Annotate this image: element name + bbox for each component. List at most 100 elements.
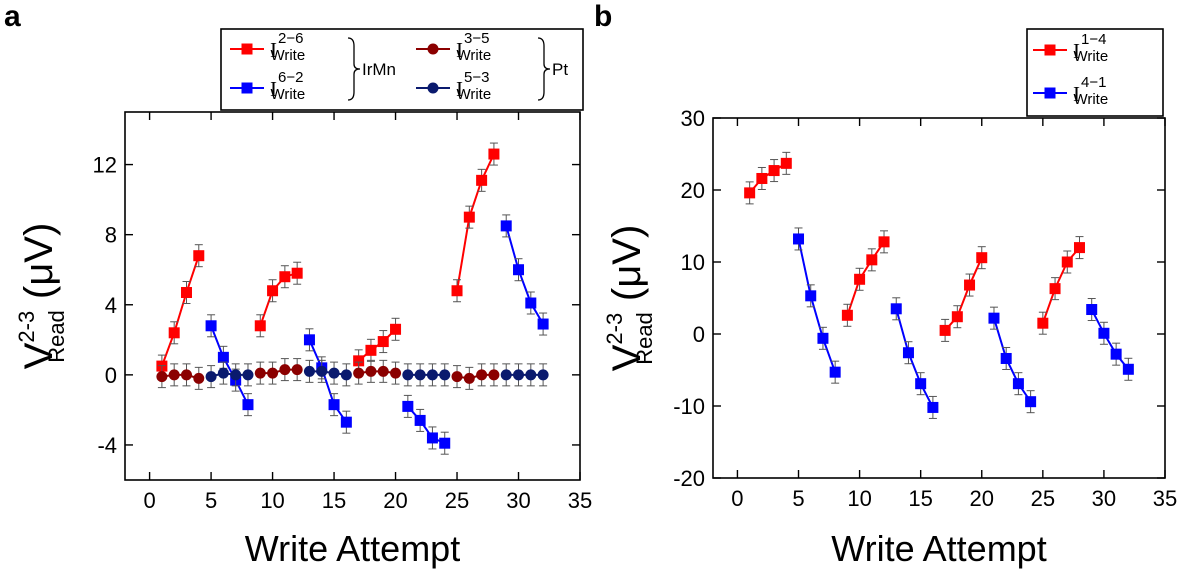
data-point <box>328 399 340 411</box>
plot-frame <box>712 117 1166 479</box>
data-point <box>1000 352 1012 364</box>
data-point <box>340 416 352 428</box>
y-axis-label: V2-3 Read (μV) <box>14 223 69 370</box>
data-point <box>1086 304 1098 316</box>
x-tick-label: 0 <box>731 486 743 511</box>
data-point <box>377 365 389 377</box>
legend-label: I3−5 Write <box>456 30 491 64</box>
data-point <box>291 364 303 376</box>
x-tick-label: 35 <box>1153 486 1177 511</box>
series-line <box>308 339 348 423</box>
y-label-unit: (μV) <box>17 223 61 310</box>
data-point <box>353 367 365 379</box>
chart-a: 0 5 10 15 20 25 30 35 -4 0 4 8 12 Write Attempt V2-3 Re… <box>14 28 592 569</box>
data-point <box>1098 327 1110 339</box>
data-point <box>1037 317 1049 329</box>
data-point <box>205 320 217 332</box>
data-point <box>279 364 291 376</box>
data-point <box>426 369 438 381</box>
series-line <box>505 225 544 325</box>
y-tick-label: 12 <box>93 153 117 178</box>
data-point <box>193 250 205 262</box>
data-point <box>488 148 500 160</box>
y-tick-label: -20 <box>673 466 705 491</box>
data-point <box>390 367 402 379</box>
data-point <box>841 309 853 321</box>
data-point <box>756 172 768 184</box>
series-line <box>309 370 347 376</box>
data-point <box>744 187 756 199</box>
y-label-main: V <box>605 344 649 371</box>
x-axis-label: Write Attempt <box>245 528 460 569</box>
x-tick-label: 10 <box>260 488 284 513</box>
series-line <box>161 373 200 380</box>
x-tick-label: 20 <box>383 488 407 513</box>
data-point <box>964 279 976 291</box>
legend-group-label: Pt <box>552 60 568 79</box>
data-point <box>1073 242 1085 254</box>
x-tick-label: 25 <box>445 488 469 513</box>
x-tick-label: 35 <box>568 488 592 513</box>
legend-label-sub: Write <box>270 47 305 64</box>
legend-label: I1−4 Write <box>1073 31 1108 65</box>
legend-label-sub: Write <box>1073 48 1108 65</box>
data-point <box>476 174 488 186</box>
legend-label: I4−1 Write <box>1073 74 1108 108</box>
legend-box <box>1026 28 1164 117</box>
legend-marker <box>427 82 439 94</box>
legend-brace <box>347 37 361 101</box>
data-point <box>377 336 389 348</box>
data-point <box>1025 396 1037 408</box>
x-axis-label: Write Attempt <box>831 528 1046 569</box>
data-point <box>414 369 426 381</box>
y-tick-label: 4 <box>105 293 117 318</box>
data-point <box>217 351 229 363</box>
data-point <box>340 369 352 381</box>
series-line <box>944 257 983 332</box>
legend-label-main: I <box>1073 39 1080 63</box>
legend-label-sup: 2−6 <box>278 30 303 47</box>
data-point <box>303 334 315 346</box>
series-line <box>1041 246 1081 324</box>
series-line <box>210 325 249 406</box>
y-label-sup: 2-3 <box>602 313 627 345</box>
data-point <box>463 372 475 384</box>
data-point <box>267 285 279 297</box>
x-tick-label: 30 <box>506 488 530 513</box>
data-point <box>537 318 549 330</box>
legend: I1−4 Write I4−1 Write <box>1026 28 1164 117</box>
legend-label-main: I <box>270 38 277 62</box>
data-point <box>1110 348 1122 360</box>
series-1 <box>793 227 1134 419</box>
y-label-sub: Read <box>632 312 657 365</box>
legend-label-sub: Write <box>456 47 491 64</box>
data-point <box>230 369 242 381</box>
data-point <box>537 369 549 381</box>
data-point <box>988 312 1000 324</box>
legend-label-sub: Write <box>456 86 491 103</box>
data-point <box>426 432 438 444</box>
data-point <box>793 233 805 245</box>
x-tick-label: 0 <box>143 488 155 513</box>
x-tick-label: 15 <box>322 488 346 513</box>
data-point <box>488 369 500 381</box>
data-point <box>768 165 780 177</box>
plot-frame <box>124 111 581 481</box>
x-tick-label: 5 <box>205 488 217 513</box>
data-point <box>402 369 414 381</box>
data-point <box>1122 363 1134 375</box>
data-point <box>303 365 315 377</box>
legend-label-sup: 5−3 <box>464 69 489 86</box>
y-label-main: V <box>17 342 61 369</box>
legend-brace <box>537 37 551 101</box>
x-tick-label: 5 <box>792 486 804 511</box>
series-line <box>260 368 298 375</box>
data-point <box>915 378 927 390</box>
data-point <box>451 371 463 383</box>
series-line <box>358 370 396 375</box>
y-tick-label: 30 <box>681 106 705 131</box>
y-tick-label: -10 <box>673 394 705 419</box>
series-2 <box>156 358 500 390</box>
legend-box <box>220 28 584 111</box>
